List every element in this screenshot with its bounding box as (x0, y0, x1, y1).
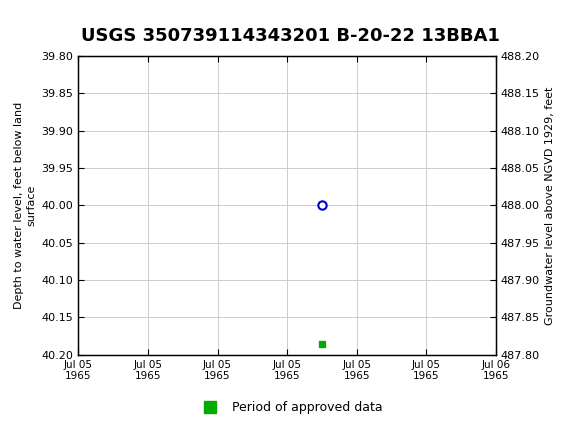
Text: USGS: USGS (75, 8, 135, 27)
Text: USGS 350739114343201 B-20-22 13BBA1: USGS 350739114343201 B-20-22 13BBA1 (81, 27, 499, 45)
Legend: Period of approved data: Period of approved data (192, 396, 388, 419)
Y-axis label: Groundwater level above NGVD 1929, feet: Groundwater level above NGVD 1929, feet (545, 86, 556, 325)
Y-axis label: Depth to water level, feet below land
surface: Depth to water level, feet below land su… (14, 102, 36, 309)
